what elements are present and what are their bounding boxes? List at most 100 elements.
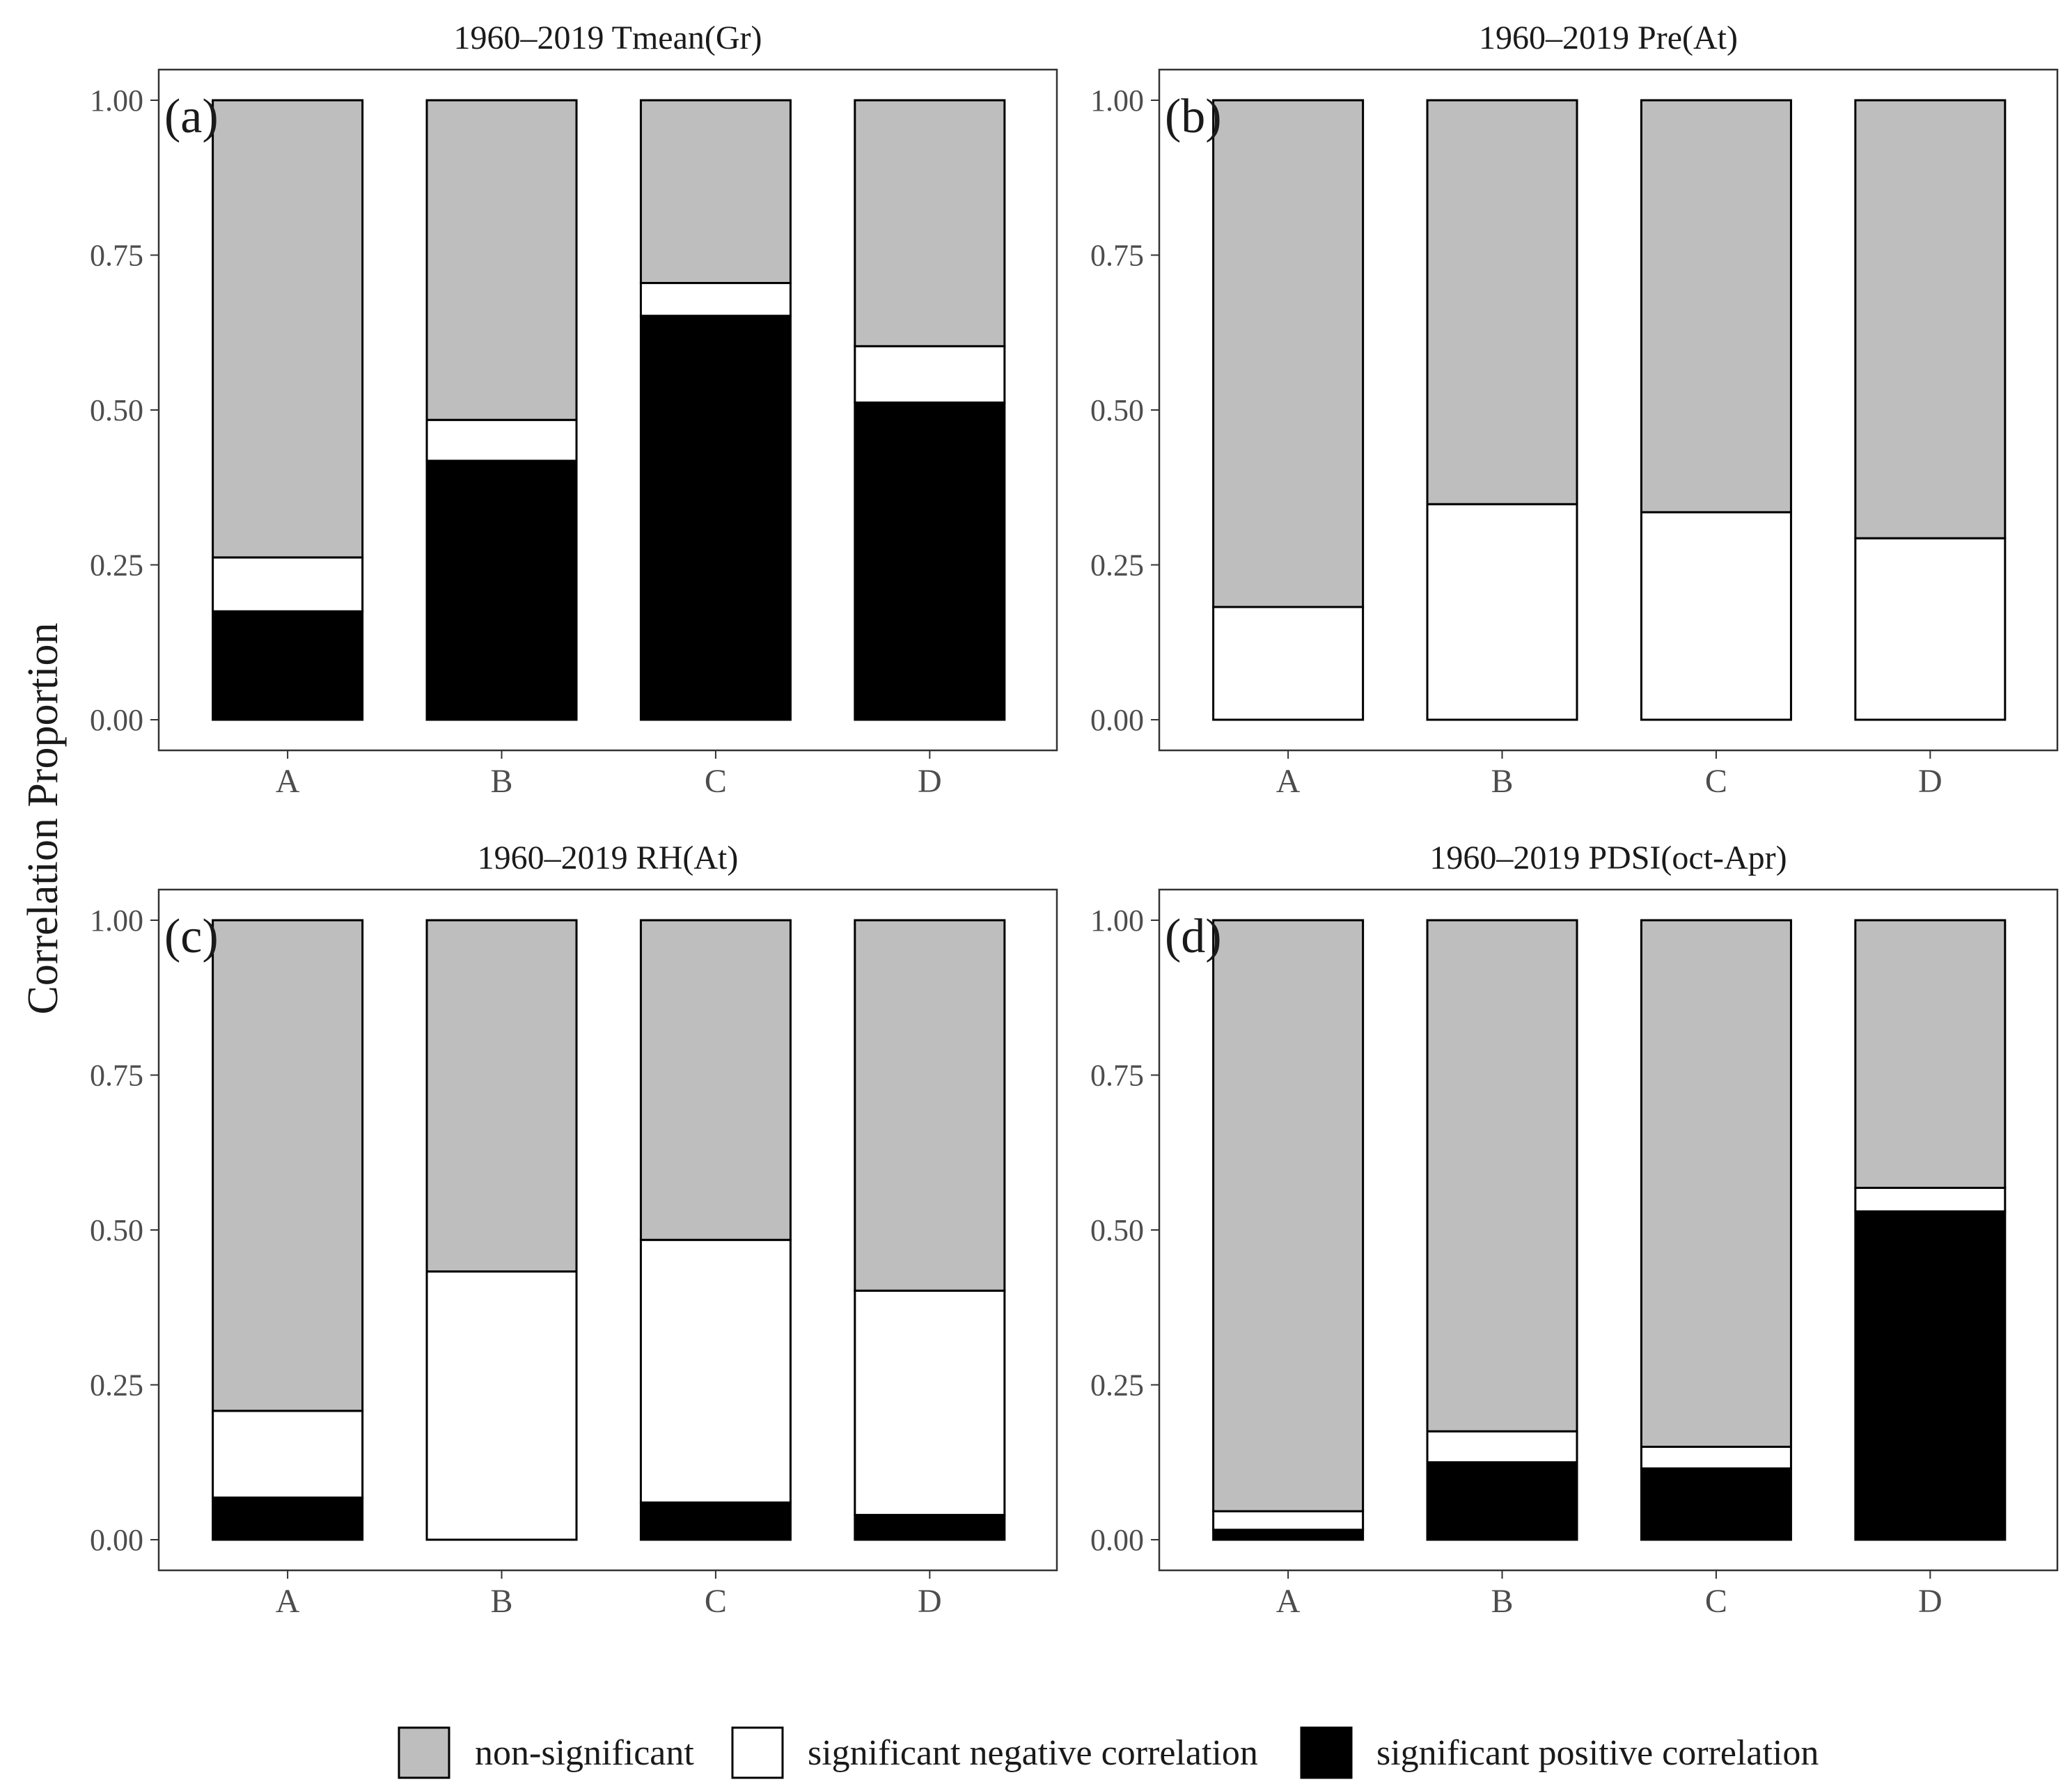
legend-label-significant-positive: significant positive correlation — [1376, 1733, 1819, 1773]
y-tick-label-b-0: 0.00 — [1090, 703, 1144, 737]
bar-c-b-non-significant — [425, 919, 578, 1273]
x-tick-label-a-b: B — [491, 763, 513, 800]
bar-b-b-significant-negative — [1426, 503, 1578, 721]
bar-d-a-non-significant — [1212, 919, 1365, 1513]
x-tick-label-d-b: B — [1491, 1583, 1514, 1620]
panel-b-title: 1960–2019 Pre(At) — [1479, 19, 1738, 56]
bar-c-c-significant-negative — [639, 1238, 792, 1504]
y-tick-label-a-4: 1.00 — [90, 84, 143, 118]
x-tick-label-c-d: D — [918, 1583, 942, 1620]
y-tick-label-c-0: 0.00 — [90, 1523, 143, 1557]
panel-a-tag: (a) — [164, 90, 219, 143]
bar-a-d-significant-negative — [854, 345, 1006, 404]
panel-c-title: 1960–2019 RH(At) — [478, 839, 739, 876]
bar-c-c-significant-positive — [639, 1501, 792, 1541]
y-tick-label-d-0: 0.00 — [1090, 1523, 1144, 1557]
y-tick-label-d-2: 0.50 — [1090, 1213, 1144, 1247]
x-tick-label-d-a: A — [1276, 1583, 1301, 1620]
bar-d-b-non-significant — [1426, 919, 1578, 1433]
bar-a-d-non-significant — [854, 99, 1006, 347]
panel-a-title: 1960–2019 Tmean(Gr) — [453, 19, 762, 56]
legend-swatch-significant-positive — [1300, 1726, 1353, 1779]
bar-a-b-significant-negative — [425, 418, 578, 462]
bar-a-c-significant-negative — [639, 282, 792, 317]
bar-a-c-non-significant — [639, 99, 792, 285]
y-tick-label-a-2: 0.50 — [90, 393, 143, 427]
panel-c: 1960–2019 RH(At) A B C D 0.00 0.25 0.50 0.75 1.00… — [90, 839, 1058, 1620]
bar-d-c-significant-negative — [1640, 1445, 1792, 1470]
y-tick-label-c-4: 1.00 — [90, 904, 143, 938]
bar-c-a-significant-negative — [212, 1410, 364, 1499]
bar-c-b-significant-negative — [425, 1270, 578, 1541]
x-tick-label-c-a: A — [276, 1583, 300, 1620]
bar-a-b-non-significant — [425, 99, 578, 421]
bar-b-d-non-significant — [1854, 99, 2007, 539]
x-tick-label-b-b: B — [1491, 763, 1514, 800]
x-tick-label-c-b: B — [491, 1583, 513, 1620]
bar-b-c-significant-negative — [1640, 511, 1792, 721]
panel-d-tag: (d) — [1165, 910, 1222, 963]
panel-d-title: 1960–2019 PDSI(oct-Apr) — [1429, 839, 1787, 876]
bar-b-b-non-significant — [1426, 99, 1578, 505]
bar-d-b-significant-negative — [1426, 1430, 1578, 1464]
bar-b-c-non-significant — [1640, 99, 1792, 514]
legend-swatch-non-significant — [398, 1726, 450, 1779]
bar-b-a-non-significant — [1212, 99, 1365, 608]
y-tick-label-d-1: 0.25 — [1090, 1368, 1144, 1402]
bar-a-a-non-significant — [212, 99, 364, 559]
y-tick-label-a-1: 0.25 — [90, 548, 143, 582]
y-tick-label-a-0: 0.00 — [90, 703, 143, 737]
legend-swatch-significant-negative — [731, 1726, 784, 1779]
legend-label-non-significant: non-significant — [475, 1733, 694, 1773]
y-tick-label-b-3: 0.75 — [1090, 239, 1144, 273]
x-tick-label-b-d: D — [1918, 763, 1943, 800]
y-tick-label-b-1: 0.25 — [1090, 548, 1144, 582]
x-tick-label-c-c: C — [705, 1583, 727, 1620]
y-tick-label-b-2: 0.50 — [1090, 393, 1144, 427]
panel-a: 1960–2019 Tmean(Gr) A B C D 0.00 0.25 0.50 0.75 1… — [90, 19, 1058, 800]
panel-c-tag: (c) — [164, 910, 219, 963]
bar-a-a-significant-positive — [212, 610, 364, 721]
bar-a-b-significant-positive — [425, 459, 578, 721]
x-tick-label-d-c: C — [1705, 1583, 1727, 1620]
panel-d: 1960–2019 PDSI(oct-Apr) A B C D 0.00 0.25 0.50 0… — [1090, 839, 2059, 1620]
legend-label-significant-negative: significant negative correlation — [808, 1733, 1258, 1773]
bar-d-c-significant-positive — [1640, 1467, 1792, 1541]
y-axis-label: Correlation Proportion — [19, 622, 67, 1014]
bar-c-d-significant-positive — [854, 1513, 1006, 1541]
panel-b-tag: (b) — [1165, 90, 1222, 143]
bar-c-a-non-significant — [212, 919, 364, 1412]
y-tick-label-d-4: 1.00 — [1090, 904, 1144, 938]
bar-c-c-non-significant — [639, 919, 792, 1241]
x-tick-label-d-d: D — [1918, 1583, 1943, 1620]
y-tick-label-c-3: 0.75 — [90, 1059, 143, 1093]
bar-d-a-significant-positive — [1212, 1529, 1365, 1541]
bar-d-d-significant-positive — [1854, 1210, 2007, 1541]
y-tick-label-c-2: 0.50 — [90, 1213, 143, 1247]
x-tick-label-a-c: C — [705, 763, 727, 800]
x-tick-label-b-a: A — [1276, 763, 1301, 800]
bar-a-c-significant-positive — [639, 315, 792, 721]
panel-b: 1960–2019 Pre(At) A B C D 0.00 0.25 0.50 0.75 1.0… — [1090, 19, 2059, 800]
bar-d-d-non-significant — [1854, 919, 2007, 1189]
bar-d-d-significant-negative — [1854, 1186, 2007, 1213]
bar-c-d-non-significant — [854, 919, 1006, 1292]
y-tick-label-d-3: 0.75 — [1090, 1059, 1144, 1093]
x-tick-label-b-c: C — [1705, 763, 1727, 800]
y-tick-label-a-3: 0.75 — [90, 239, 143, 273]
legend: non-significant significant negative corr… — [398, 1726, 1819, 1779]
bar-c-d-significant-negative — [854, 1289, 1006, 1516]
bar-c-a-significant-positive — [212, 1496, 364, 1541]
bar-d-c-non-significant — [1640, 919, 1792, 1448]
bar-a-a-significant-negative — [212, 556, 364, 613]
bar-d-a-significant-negative — [1212, 1510, 1365, 1531]
bar-b-a-significant-negative — [1212, 606, 1365, 721]
bar-a-d-significant-positive — [854, 401, 1006, 721]
y-tick-label-c-1: 0.25 — [90, 1368, 143, 1402]
bar-b-d-significant-negative — [1854, 537, 2007, 721]
bar-d-b-significant-positive — [1426, 1461, 1578, 1541]
y-tick-label-b-4: 1.00 — [1090, 84, 1144, 118]
x-tick-label-a-d: D — [918, 763, 942, 800]
